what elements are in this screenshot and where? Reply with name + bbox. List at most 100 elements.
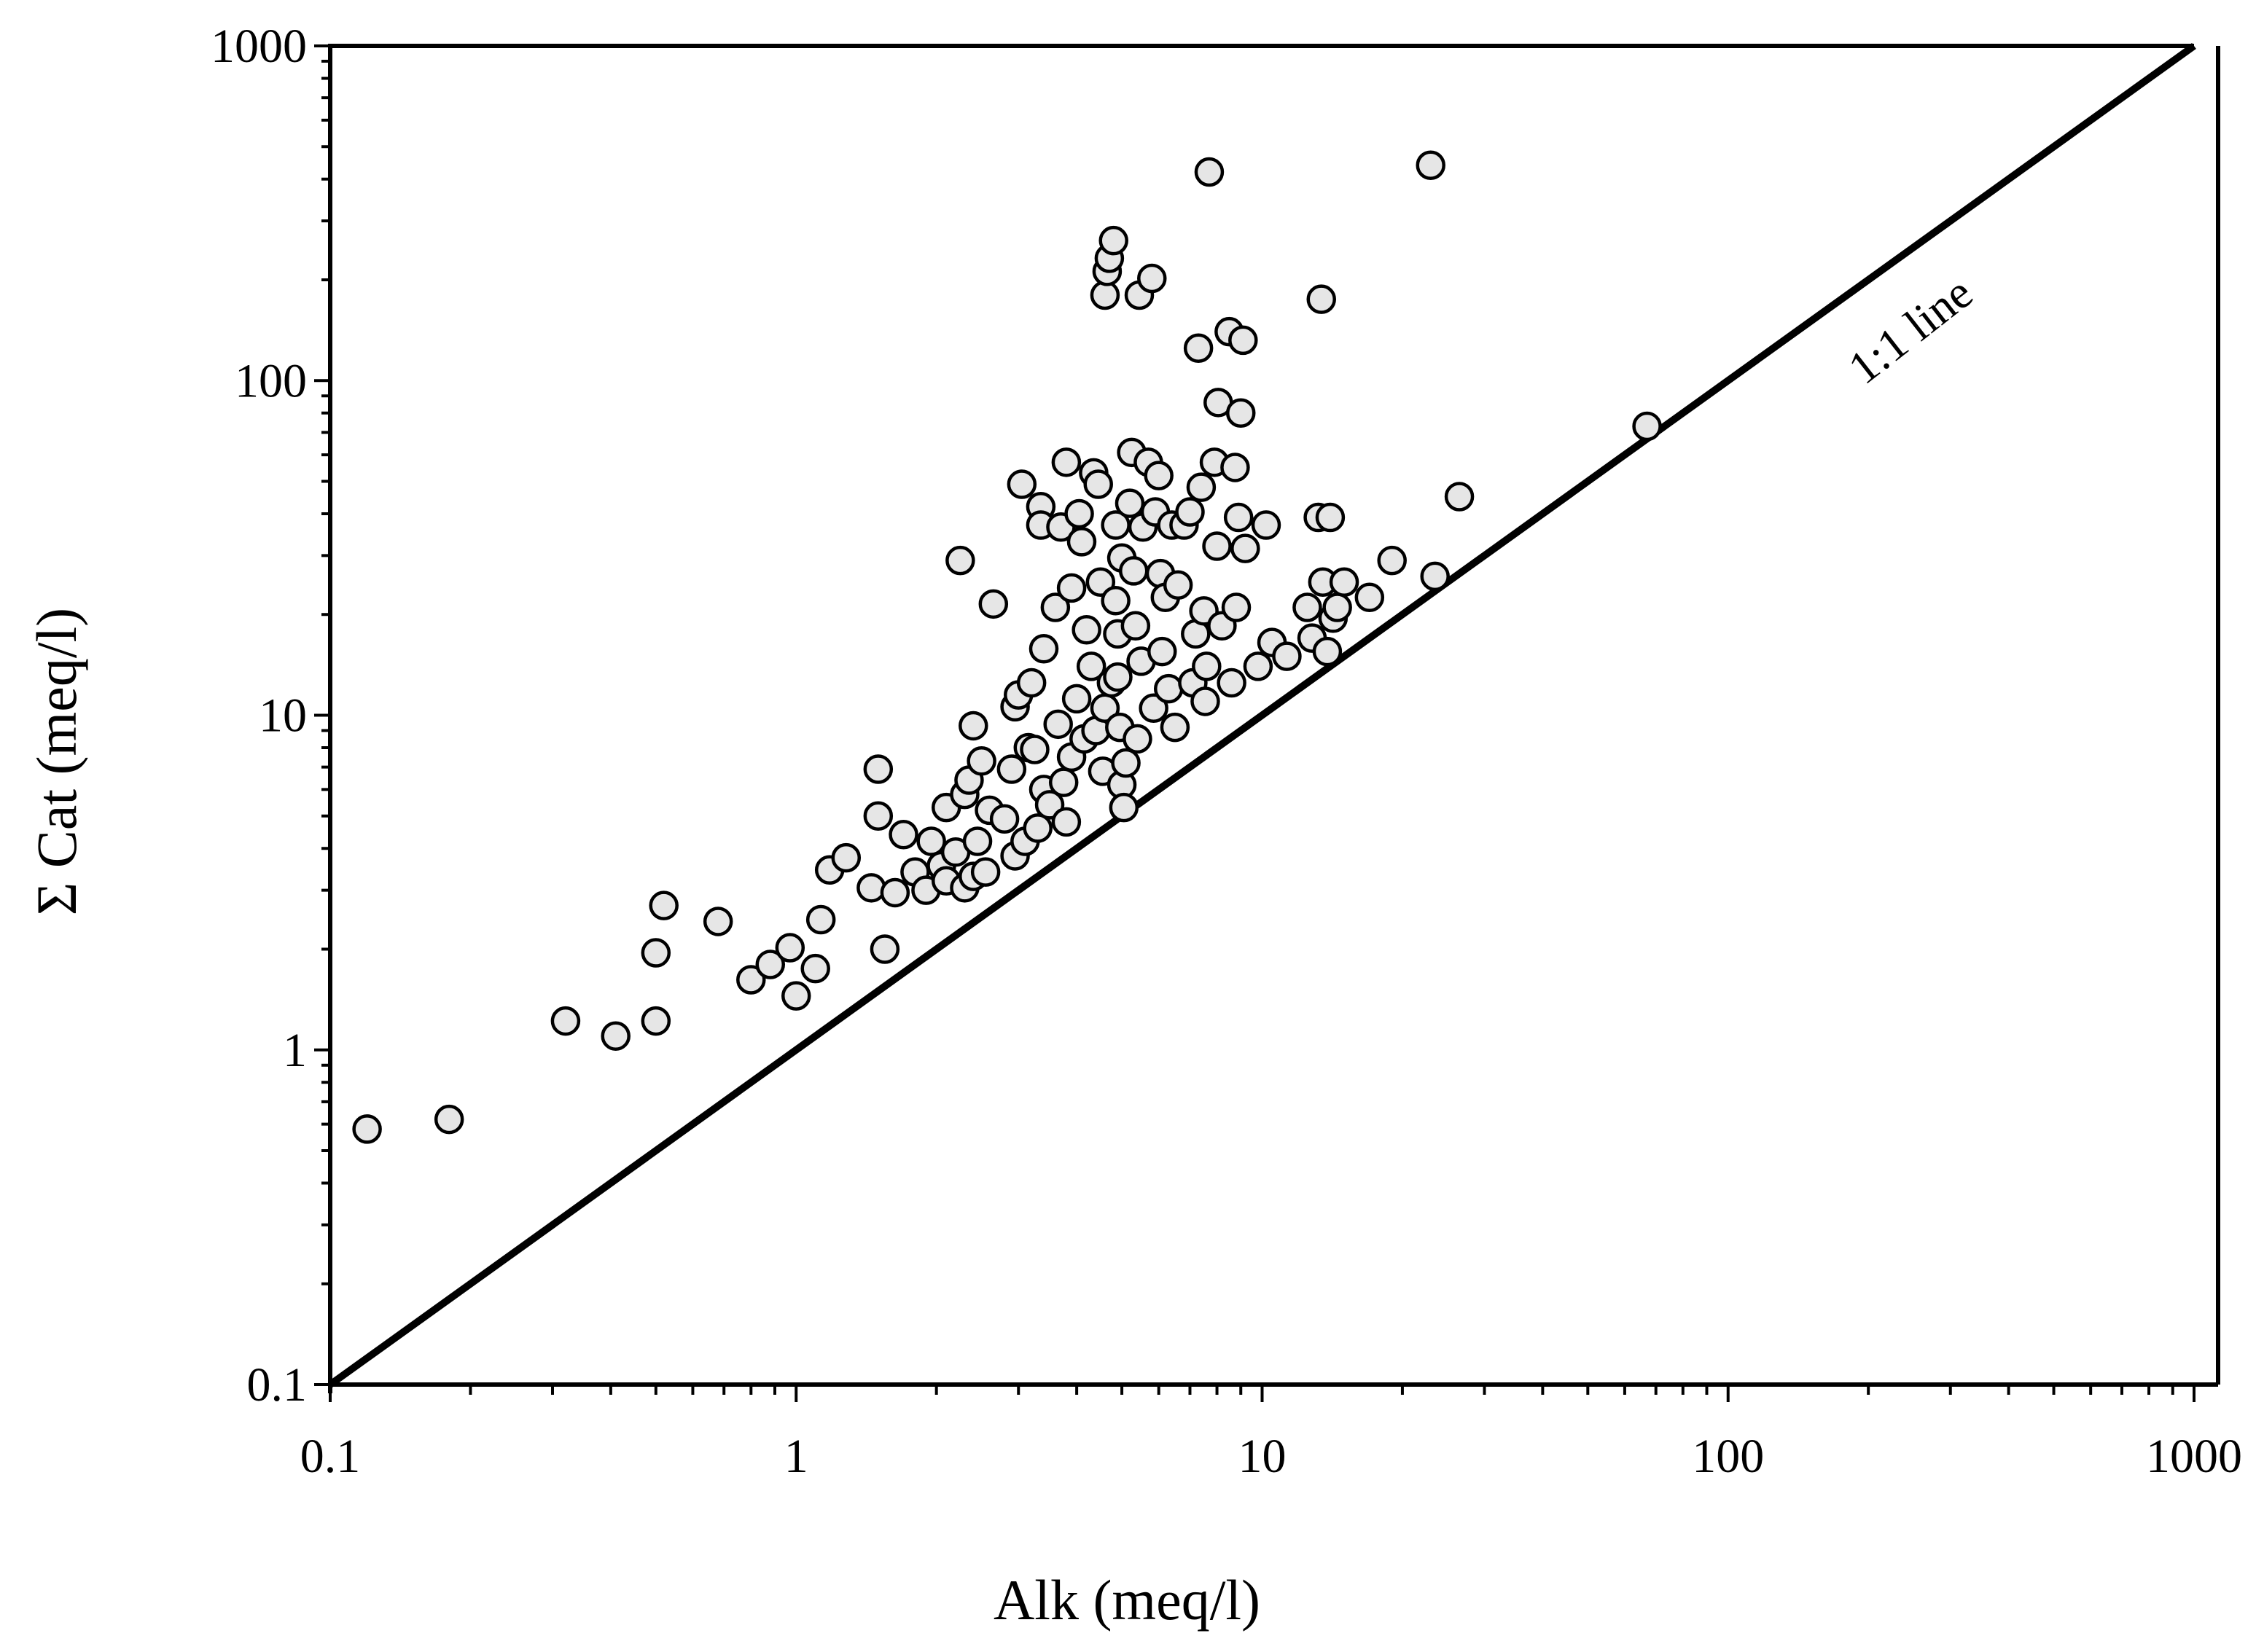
data-point: [1085, 567, 1116, 597]
data-point: [916, 826, 946, 856]
data-point: [1202, 531, 1232, 561]
data-point: [641, 938, 671, 968]
data-point: [736, 965, 766, 995]
data-points-layer: [352, 150, 1662, 1144]
data-point: [1098, 225, 1128, 256]
data-point: [1020, 735, 1050, 764]
data-point: [1163, 570, 1193, 600]
data-point: [1225, 398, 1256, 428]
data-point: [1056, 573, 1087, 603]
data-point: [1192, 651, 1222, 681]
data-point: [1243, 651, 1273, 681]
data-point: [1223, 502, 1254, 533]
data-point: [959, 710, 988, 741]
data-point: [1221, 592, 1252, 622]
data-point: [856, 873, 886, 903]
data-point: [1292, 592, 1322, 622]
data-point: [550, 1006, 581, 1036]
data-point: [649, 890, 679, 920]
data-point: [1072, 615, 1101, 645]
y-tick-label: 0.1: [247, 1358, 308, 1412]
labels-layer: Alk (meq/l) Σ Cat (meq/l) 1:1 line: [25, 266, 1982, 1632]
data-point: [1083, 469, 1113, 499]
data-point: [1076, 651, 1106, 681]
data-point: [1217, 668, 1246, 698]
data-point: [601, 1021, 631, 1051]
data-point: [352, 1114, 382, 1144]
data-point: [1061, 684, 1092, 714]
data-point: [1043, 709, 1073, 740]
data-point: [1118, 556, 1149, 586]
data-point: [1632, 411, 1662, 442]
data-point: [967, 746, 996, 776]
data-point: [1354, 582, 1385, 613]
data-point: [1329, 567, 1359, 597]
data-point: [945, 545, 975, 576]
data-point: [1272, 641, 1302, 671]
y-tick-label: 1000: [211, 20, 307, 73]
y-axis-title: Σ Cat (meq/l): [25, 608, 88, 915]
data-point: [1144, 461, 1174, 490]
data-point: [1051, 447, 1082, 477]
data-point: [1251, 510, 1281, 540]
data-point: [1040, 592, 1071, 622]
data-point: [1023, 813, 1053, 843]
data-point: [1306, 284, 1337, 314]
data-point: [1230, 533, 1260, 563]
data-point: [1160, 712, 1190, 743]
data-point: [1322, 592, 1352, 622]
data-point: [1016, 668, 1047, 698]
data-point: [434, 1104, 464, 1135]
one-to-one-line: [328, 42, 2196, 1388]
data-point: [1194, 157, 1225, 187]
data-point: [978, 589, 1009, 619]
data-point: [1007, 469, 1037, 499]
data-point: [1220, 453, 1250, 482]
data-point: [831, 842, 862, 873]
data-point: [1153, 673, 1184, 704]
data-point: [1123, 724, 1152, 754]
data-point: [1420, 561, 1450, 592]
data-point: [1228, 325, 1258, 356]
data-point: [641, 1006, 671, 1036]
y-tick-label: 10: [259, 689, 307, 743]
data-point: [1315, 502, 1346, 533]
data-point: [889, 819, 918, 850]
data-point: [1029, 634, 1059, 664]
data-point: [1312, 636, 1343, 667]
data-point: [870, 934, 900, 964]
data-point: [1120, 611, 1151, 641]
data-point: [970, 857, 1001, 887]
data-point: [1190, 686, 1220, 716]
data-point: [781, 981, 811, 1011]
data-point: [1090, 280, 1120, 310]
axes-layer: 0.1 1 10 100 1000 0.1 1 10 100 1000: [211, 20, 2242, 1483]
x-tick-label: 10: [1238, 1430, 1287, 1483]
data-point: [1186, 472, 1217, 502]
y-tick-label: 1: [283, 1024, 307, 1077]
data-point: [1066, 527, 1097, 557]
reference-line-layer: [328, 42, 2196, 1388]
data-point: [805, 904, 836, 935]
data-point: [989, 804, 1020, 834]
x-tick-label: 1: [784, 1430, 808, 1483]
data-point: [863, 754, 894, 784]
x-axis-title: Alk (meq/l): [994, 1568, 1260, 1632]
data-point: [775, 933, 805, 963]
data-point: [1111, 748, 1141, 778]
data-point: [863, 801, 894, 831]
data-point: [1064, 498, 1094, 529]
data-point: [1109, 792, 1139, 823]
data-point: [996, 754, 1027, 784]
data-point: [755, 950, 786, 979]
data-point: [1051, 807, 1082, 837]
data-point: [1101, 585, 1131, 616]
x-tick-label: 0.1: [300, 1430, 361, 1483]
data-point: [1139, 693, 1168, 724]
data-point: [703, 907, 733, 936]
data-point: [1147, 636, 1177, 667]
data-point: [1377, 545, 1407, 576]
data-point: [1175, 497, 1205, 527]
